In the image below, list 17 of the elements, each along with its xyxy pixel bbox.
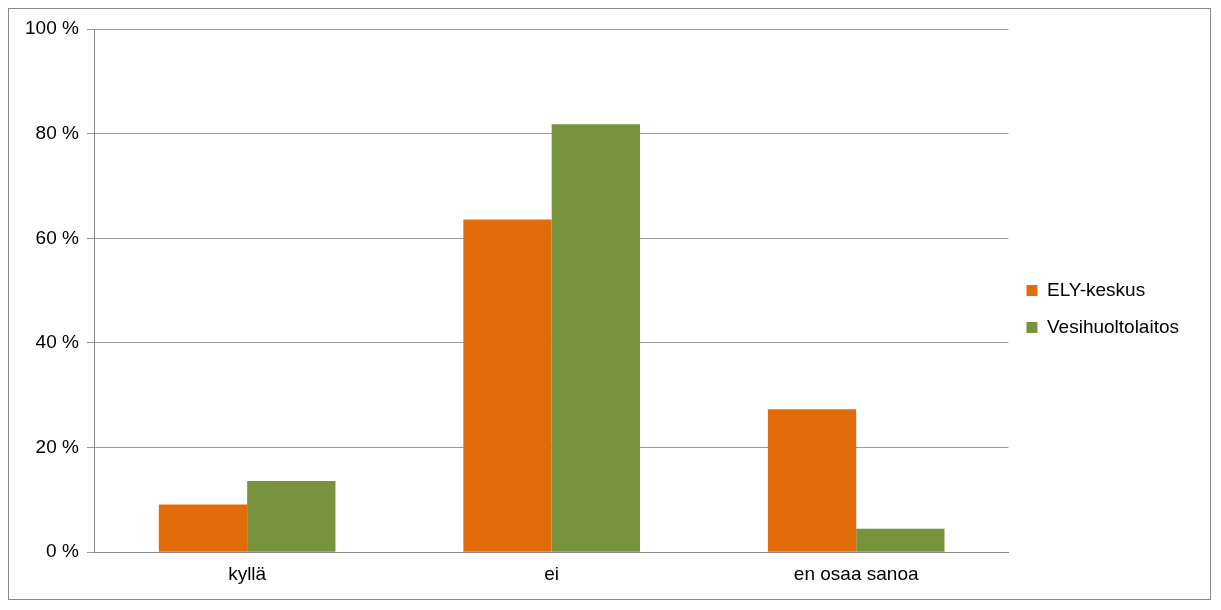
y-tick-label: 60 % [35, 226, 79, 248]
y-tick-label: 80 % [35, 121, 79, 143]
y-tick-label: 20 % [35, 435, 79, 457]
legend-label: ELY-keskus [1046, 278, 1146, 300]
x-tick-label: kyllä [228, 562, 267, 584]
bar [767, 409, 857, 552]
bar [247, 481, 336, 552]
y-tick-label: 100 % [25, 17, 79, 39]
x-tick-label: en osaa sanoa [793, 562, 919, 584]
bar [856, 528, 945, 552]
x-tick-label: ei [544, 562, 560, 584]
y-tick-label: 40 % [35, 331, 79, 353]
bar [551, 124, 640, 552]
bar [158, 504, 248, 552]
bar [463, 219, 552, 552]
legend-label: Vesihuoltolaitos [1046, 315, 1180, 337]
y-tick-label: 0 % [46, 540, 79, 562]
